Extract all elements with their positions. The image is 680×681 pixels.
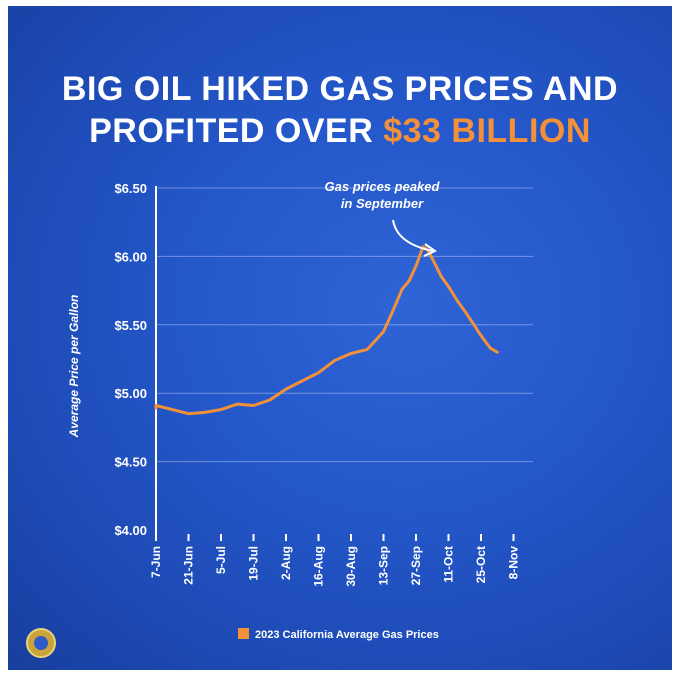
peak-annotation: Gas prices peaked in September bbox=[325, 179, 441, 257]
x-tick-label: 7-Jun bbox=[149, 546, 163, 578]
x-tick-label: 5-Jul bbox=[214, 546, 228, 574]
x-tick-label: 21-Jun bbox=[182, 546, 196, 585]
y-axis-label: Average Price per Gallon bbox=[67, 295, 81, 439]
y-tick-label: $6.00 bbox=[114, 249, 147, 264]
x-tick-label: 8-Nov bbox=[507, 546, 521, 580]
x-tick-label: 16-Aug bbox=[312, 546, 326, 587]
y-tick-labels: $6.50 $6.00 $5.50 $5.00 $4.50 $4.00 bbox=[114, 181, 147, 538]
gridlines bbox=[156, 187, 533, 463]
x-tick-label: 11-Oct bbox=[442, 546, 456, 583]
x-tick-label: 13-Sep bbox=[377, 546, 391, 585]
headline-amount: $33 BILLION bbox=[383, 112, 591, 150]
annotation-line-1: Gas prices peaked bbox=[325, 179, 441, 194]
x-tick-label: 25-Oct bbox=[474, 546, 488, 583]
x-tick-label: 27-Sep bbox=[409, 546, 423, 585]
y-tick-label: $5.50 bbox=[114, 318, 147, 333]
x-tick-label: 19-Jul bbox=[247, 546, 261, 581]
annotation-arrow bbox=[392, 219, 434, 252]
x-tick-label: 30-Aug bbox=[344, 546, 358, 587]
annotation-line-2: in September bbox=[341, 196, 424, 211]
y-tick-label: $6.50 bbox=[114, 181, 147, 196]
headline-line-1: BIG OIL HIKED GAS PRICES AND bbox=[61, 70, 619, 108]
headline-line-2-text: PROFITED OVER bbox=[89, 112, 384, 150]
y-tick-label: $4.50 bbox=[114, 455, 147, 470]
gas-price-chart: $6.50 $6.00 $5.50 $5.00 $4.50 $4.00 Average P… bbox=[67, 179, 533, 641]
x-tick-label: 2-Aug bbox=[279, 546, 293, 580]
infographic-card: BIG OIL HIKED GAS PRICES AND PROFITED OV… bbox=[8, 6, 672, 670]
headline-line-2: PROFITED OVER $33 BILLION bbox=[8, 110, 672, 152]
legend: 2023 California Average Gas Prices bbox=[238, 628, 439, 641]
annotation-arrow-head bbox=[423, 243, 438, 257]
y-tick-label: $4.00 bbox=[114, 523, 147, 538]
headline: BIG OIL HIKED GAS PRICES AND PROFITED OV… bbox=[8, 68, 672, 152]
legend-swatch bbox=[238, 628, 249, 639]
legend-label: 2023 California Average Gas Prices bbox=[255, 629, 439, 641]
x-tick-labels: 7-Jun 21-Jun 5-Jul 19-Jul 2-Aug 16-Aug 30-Aug 1… bbox=[149, 534, 521, 587]
state-seal-icon bbox=[26, 628, 56, 658]
price-line-series bbox=[154, 245, 499, 416]
y-tick-label: $5.00 bbox=[114, 386, 147, 401]
